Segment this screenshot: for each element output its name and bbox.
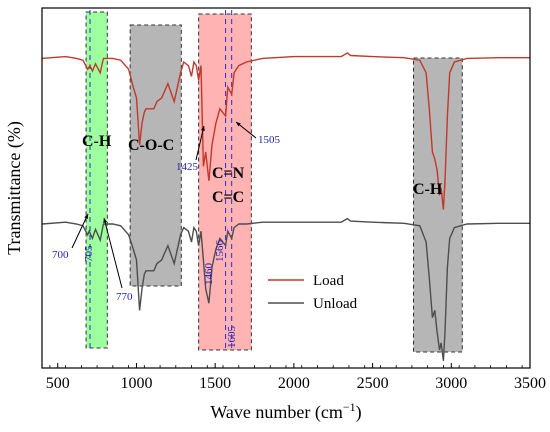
annotation-770: 770 — [116, 291, 133, 303]
series-layer — [41, 52, 530, 361]
band-label-cn: C=N — [212, 165, 245, 182]
x-tick-label-3000: 3000 — [435, 375, 467, 392]
x-tick-label-2000: 2000 — [278, 375, 310, 392]
annotation-1566: 1566 — [214, 240, 226, 263]
band-label-ch-left: C-H — [82, 133, 112, 150]
x-tick-label-2500: 2500 — [357, 375, 389, 392]
arrow-700-head — [84, 214, 88, 219]
x-tick-label-3500: 3500 — [514, 375, 546, 392]
band-label-coc: C-O-C — [128, 137, 174, 154]
annotation-arrows — [71, 121, 257, 289]
series-line-load — [41, 52, 530, 210]
band-3 — [198, 13, 252, 351]
x-axis-title-main: Wave number (cm — [210, 402, 343, 423]
annotation-1460: 1460 — [203, 263, 215, 286]
x-axis-title-close: ) — [356, 402, 362, 423]
arrow-770 — [103, 217, 123, 289]
y-axis-title: Transmittance (%) — [4, 121, 25, 255]
x-axis-title: Wave number (cm−1) — [210, 400, 361, 423]
band-label-ch-right: C-H — [413, 181, 443, 198]
arrow-1425 — [195, 125, 205, 161]
arrow-700 — [71, 213, 89, 249]
band-label-cc: C=C — [212, 189, 244, 206]
bands-layer — [85, 11, 463, 353]
band-1 — [85, 11, 108, 349]
arrow-1505-head — [236, 122, 241, 127]
annotation-705: 705 — [83, 245, 95, 262]
x-tick-label-500: 500 — [46, 375, 70, 392]
annotation-700: 700 — [52, 249, 69, 261]
x-axis-title-sup: −1 — [343, 400, 356, 414]
x-tick-label-1000: 1000 — [120, 375, 152, 392]
band-4 — [413, 57, 463, 353]
annotation-1505: 1505 — [258, 134, 281, 146]
x-tick-label-1500: 1500 — [199, 375, 231, 392]
legend-label-load: Load — [313, 273, 344, 289]
annotation-1605: 1605 — [226, 326, 238, 349]
series-line-unload — [41, 217, 530, 361]
band-2 — [129, 24, 182, 287]
legend: Load Unload — [268, 273, 358, 312]
legend-label-unload: Unload — [313, 296, 358, 312]
arrow-770-head — [103, 218, 108, 223]
annotation-1425: 1425 — [176, 161, 199, 173]
x-ticks-layer: 500 1000 1500 2000 2500 3000 3500 — [46, 363, 546, 392]
arrow-1425-head — [201, 126, 205, 131]
